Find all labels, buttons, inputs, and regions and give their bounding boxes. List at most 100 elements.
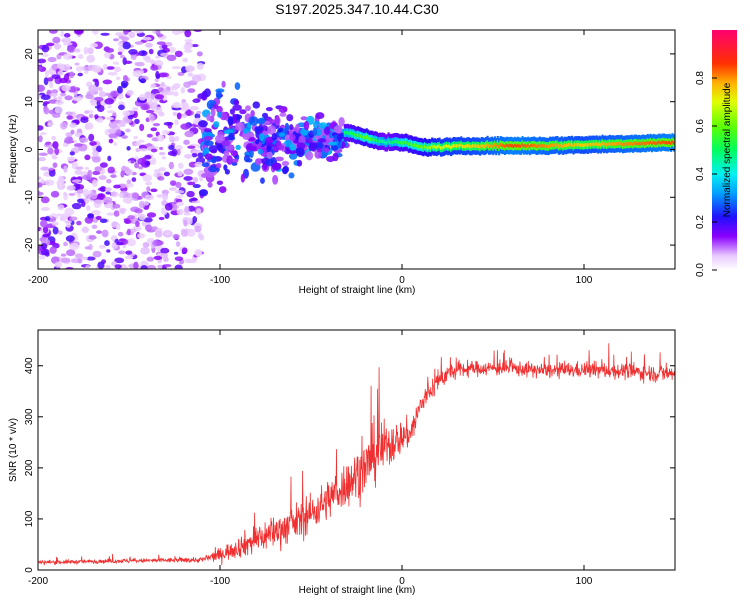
ridge-core <box>556 142 559 147</box>
noise-blob <box>98 175 107 181</box>
noise-blob <box>110 174 117 179</box>
transition-blob <box>218 186 227 194</box>
noise-blob <box>163 256 169 263</box>
ridge-core <box>499 142 502 147</box>
ridge-core <box>672 141 675 145</box>
noise-blob <box>64 136 74 144</box>
noise-blob <box>45 42 55 47</box>
noise-blob <box>52 226 59 235</box>
ridge-core <box>531 143 534 148</box>
noise-blob <box>162 93 167 102</box>
noise-blob <box>137 139 145 144</box>
ridge-core <box>428 145 431 150</box>
noise-blob <box>63 165 68 173</box>
transition-blob <box>215 90 222 100</box>
ridge-core <box>454 144 457 148</box>
noise-blob <box>140 264 148 269</box>
noise-blob <box>174 256 184 262</box>
noise-blob <box>42 233 51 238</box>
noise-blob <box>60 257 71 263</box>
spec-xtick-label: 100 <box>576 275 593 286</box>
ridge-core <box>372 138 376 143</box>
noise-blob <box>184 49 193 53</box>
ridge-core <box>412 143 415 148</box>
ridge-core <box>595 142 598 146</box>
noise-blob <box>159 146 164 150</box>
noise-blob <box>183 45 191 51</box>
noise-blob <box>187 145 196 149</box>
noise-blob <box>84 216 94 224</box>
noise-blob <box>176 201 185 206</box>
noise-blob <box>38 157 46 162</box>
ridge-core <box>630 141 633 145</box>
noise-blob <box>117 51 123 56</box>
noise-blob <box>173 251 179 255</box>
noise-blob <box>163 171 170 177</box>
colorbar-tick-label: 0.0 <box>695 263 706 277</box>
ridge-core <box>607 142 610 146</box>
noise-blob <box>150 116 156 121</box>
noise-blob <box>61 84 71 92</box>
ridge-core <box>642 141 645 145</box>
spec-ytick-label: -20 <box>24 237 35 252</box>
noise-blob <box>81 200 86 208</box>
ridge-core <box>393 140 396 144</box>
noise-blob <box>151 226 158 231</box>
noise-blob <box>51 155 58 160</box>
noise-blob <box>108 138 114 144</box>
noise-blob <box>57 204 65 211</box>
transition-blob <box>267 125 277 135</box>
transition-blob <box>281 160 290 167</box>
ridge-core <box>486 142 489 147</box>
noise-blob <box>38 125 44 131</box>
noise-blob <box>194 225 202 233</box>
ridge-core <box>541 144 544 148</box>
noise-blob <box>183 153 193 159</box>
noise-blob <box>161 130 170 135</box>
ridge-core <box>461 144 464 149</box>
noise-blob <box>160 52 169 57</box>
noise-blob <box>184 130 195 138</box>
ridge-core <box>649 140 652 145</box>
noise-blob <box>88 235 97 240</box>
noise-blob <box>130 157 135 164</box>
noise-blob <box>125 250 133 255</box>
noise-blob <box>174 50 183 58</box>
ridge-core <box>572 144 575 148</box>
transition-blob <box>298 135 306 145</box>
noise-blob <box>116 242 124 246</box>
noise-blob <box>194 113 201 120</box>
ridge-core <box>385 141 389 145</box>
noise-blob <box>85 265 91 269</box>
transition-blob <box>286 114 294 122</box>
transition-blob <box>213 121 220 128</box>
ridge-core <box>349 131 352 135</box>
ridge-core <box>438 144 441 148</box>
ridge-core <box>397 140 400 145</box>
ridge-core <box>467 144 470 148</box>
noise-blob <box>70 129 75 135</box>
transition-blob <box>210 149 218 154</box>
noise-blob <box>149 83 157 89</box>
noise-blob <box>63 33 71 38</box>
noise-blob <box>66 249 76 257</box>
ridge-core <box>515 144 518 148</box>
ridge-core <box>600 143 603 147</box>
ridge-core <box>369 137 373 141</box>
noise-blob <box>38 84 45 92</box>
ridge-core <box>597 143 600 147</box>
noise-blob <box>121 135 128 139</box>
figure-title: S197.2025.347.10.44.C30 <box>275 1 439 17</box>
noise-blob <box>108 133 118 139</box>
noise-blob <box>76 220 82 226</box>
noise-blob <box>105 116 114 121</box>
colorbar-tick-label: 0.6 <box>695 119 706 133</box>
noise-blob <box>63 241 68 247</box>
noise-blob <box>127 215 135 220</box>
transition-blob <box>332 152 339 162</box>
ridge-core <box>476 144 479 148</box>
ridge-core <box>629 142 632 146</box>
ridge-core <box>563 143 566 147</box>
noise-blob <box>157 87 164 92</box>
